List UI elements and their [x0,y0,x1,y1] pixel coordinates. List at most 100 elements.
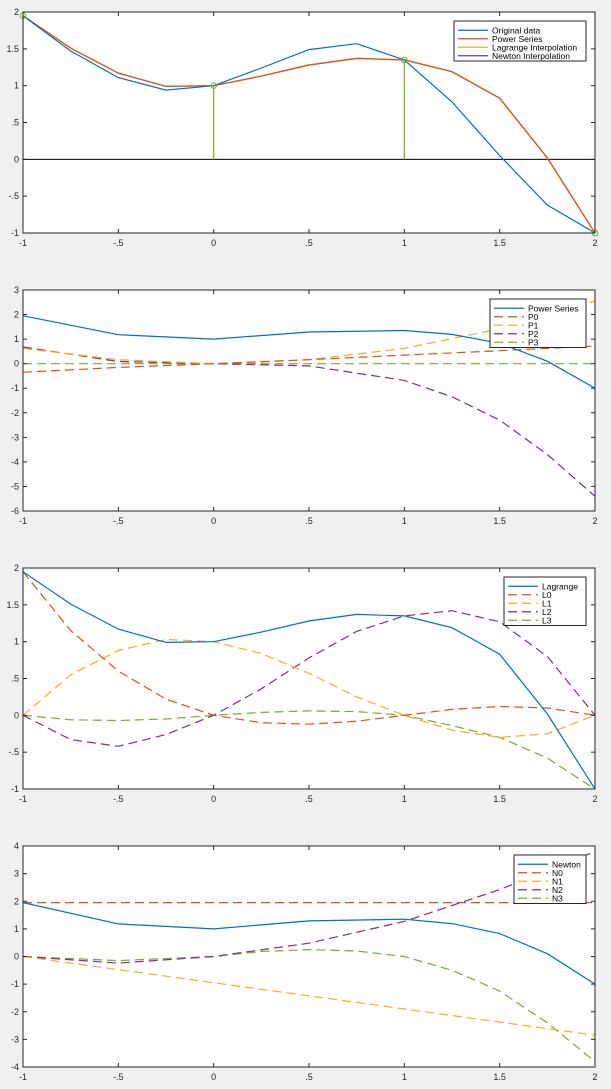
y-tick-label: 0 [14,952,19,962]
y-tick-label: 0 [14,154,19,164]
series-p0 [23,345,595,373]
series-l3 [23,710,595,789]
y-tick-label: -2 [11,408,19,418]
legend-label: Power Series [492,34,543,44]
legend-label: P2 [528,329,539,339]
y-tick-label: 4 [14,841,19,851]
series-n2 [23,850,595,964]
x-tick-label: 1.5 [493,794,506,804]
y-tick-label: 1 [14,637,19,647]
x-tick-label: 1 [402,516,407,526]
x-tick-label: -1 [19,794,27,804]
x-tick-label: -.5 [113,794,124,804]
y-tick-label: 1.5 [6,600,19,610]
series-power-series [23,15,595,233]
legend-label: L1 [542,598,552,608]
x-tick-label: 0 [211,794,216,804]
legend-label: P1 [528,320,539,330]
chart-3: -1 -.5 0 .5 1 1.5 2 -1 -.5 0 .5 1 1.5 2 LagrangeL0L1L2… [6,563,597,804]
x-tick-label: 0 [211,1072,216,1082]
x-tick-label: 2 [592,1072,597,1082]
x-tick-label: 1 [402,238,407,248]
x-tick-label: 1.5 [493,238,506,248]
legend-label: L0 [542,590,552,600]
legend-label: P3 [528,337,539,347]
legend-label: P0 [528,312,539,322]
y-tick-label: .5 [11,674,19,684]
x-tick-label: 0 [211,516,216,526]
y-tick-label: 2 [14,7,19,17]
x-tick-label: .5 [305,794,313,804]
y-tick-label: -.5 [8,191,19,201]
x-tick-label: 1 [402,1072,407,1082]
series-p2 [23,346,595,497]
axes-background [23,568,595,789]
y-tick-label: 1 [14,334,19,344]
x-tick-label: 2 [592,516,597,526]
x-tick-label: 1 [402,794,407,804]
y-tick-label: 1.5 [6,44,19,54]
x-tick-label: -1 [19,516,27,526]
stem-marker [401,56,408,64]
y-tick-label: -3 [11,1034,19,1044]
y-tick-label: -1 [11,979,19,989]
series-lagrange [23,571,595,789]
series-l0 [23,571,595,725]
series-l2 [23,610,595,747]
series-newton [23,902,595,985]
x-tick-label: .5 [305,516,313,526]
legend-label: L2 [542,607,552,617]
y-tick-label: .5 [11,118,19,128]
legend-label: Lagrange Interpolation [492,42,577,52]
legend-label: N1 [552,876,563,886]
legend-box [453,20,587,62]
y-tick-label: -3 [11,432,19,442]
axes-background [23,846,595,1067]
x-tick-label: -.5 [113,238,124,248]
plot-area [23,15,595,233]
y-tick-label: -5 [11,481,19,491]
series-n1 [23,955,595,1036]
plot-area [23,850,595,1062]
legend-label: L3 [542,615,552,625]
legend-label: Power Series [528,303,579,313]
x-tick-label: -.5 [113,1072,124,1082]
legend-label: N3 [552,893,563,903]
y-tick-label: 1 [14,924,19,934]
y-tick-label: -2 [11,1007,19,1017]
y-tick-label: -1 [11,228,19,238]
series-power-series [23,315,595,389]
y-tick-label: -.5 [8,747,19,757]
x-tick-label: 2 [592,238,597,248]
chart-1: -1 -.5 0 .5 1 1.5 2 -1 -.5 0 .5 1 1.5 2 Original dataP… [6,7,599,248]
x-tick-label: 1.5 [493,1072,506,1082]
x-tick-label: 0 [211,238,216,248]
x-tick-label: -1 [19,238,27,248]
legend-box [513,854,587,904]
y-tick-label: 0 [14,359,19,369]
legend-label: N0 [552,868,563,878]
x-tick-label: .5 [305,238,313,248]
y-tick-label: -4 [11,1062,19,1072]
y-tick-label: -1 [11,383,19,393]
y-tick-label: 3 [14,869,19,879]
y-tick-label: 2 [14,896,19,906]
legend-label: N2 [552,885,563,895]
legend-box [489,298,587,348]
x-tick-label: -1 [19,1072,27,1082]
y-tick-label: 0 [14,710,19,720]
y-tick-label: 3 [14,285,19,295]
stem-marker [210,82,217,89]
legend-label: Newton [552,859,581,869]
plot-area [23,571,595,789]
legend-label: Original data [492,25,540,35]
x-tick-label: 1.5 [493,516,506,526]
legend-box [503,576,587,626]
y-tick-label: 1 [14,81,19,91]
x-tick-label: 2 [592,794,597,804]
